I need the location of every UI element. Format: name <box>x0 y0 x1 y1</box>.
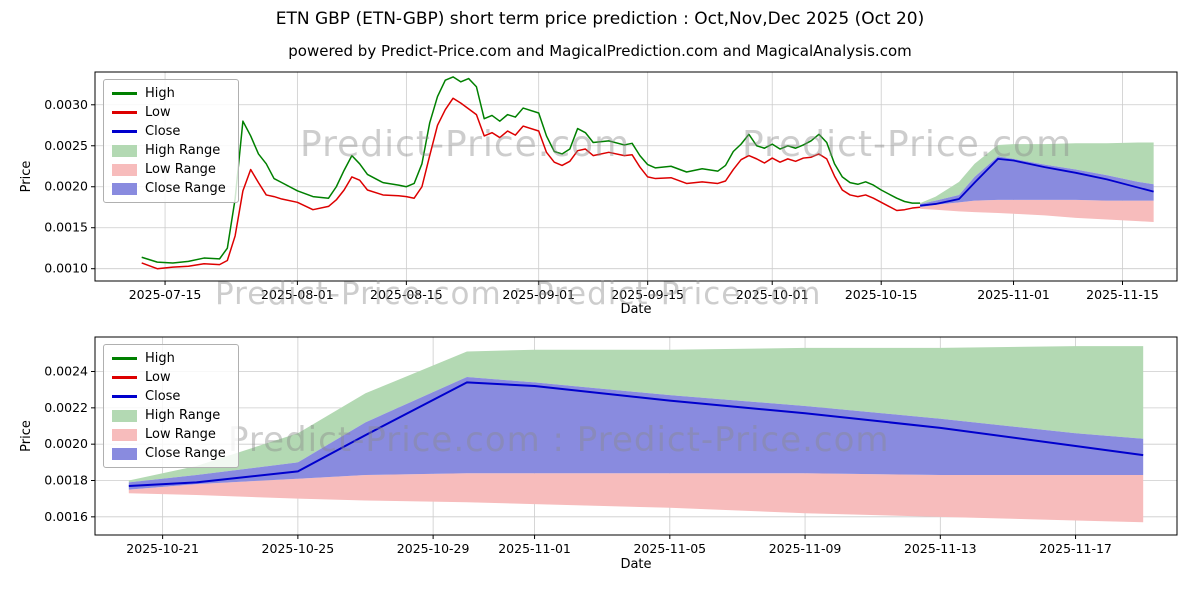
legend-item-close-range: Close Range <box>112 181 226 196</box>
legend-item-close-range: Close Range <box>112 446 226 461</box>
low-line-swatch <box>112 376 137 379</box>
legend-label-low-range: Low Range <box>145 427 216 442</box>
legend-label-close-range: Close Range <box>145 181 226 196</box>
legend-item-high-range: High Range <box>112 408 226 423</box>
legend-top-chart: High Low Close High Range Low Range Clos… <box>103 79 239 203</box>
low-range-swatch <box>112 428 137 441</box>
close-range-band <box>920 156 1154 208</box>
legend-label-high: High <box>145 86 175 101</box>
close-range-swatch <box>112 447 137 460</box>
high-line-swatch <box>112 92 137 95</box>
legend-label-high-range: High Range <box>145 143 221 158</box>
x-tick-label: 2025-09-01 <box>502 287 575 302</box>
y-tick-label: 0.0030 <box>44 97 88 112</box>
legend-label-low: Low <box>145 105 171 120</box>
high-range-swatch <box>112 144 137 157</box>
close-range-band <box>128 376 1144 490</box>
legend-item-high-range: High Range <box>112 143 226 158</box>
legend-label-close: Close <box>145 124 181 139</box>
x-tick-label: 2025-11-13 <box>904 541 977 556</box>
legend-label-close: Close <box>145 389 181 404</box>
legend-item-close: Close <box>112 124 226 139</box>
x-tick-label: 2025-11-15 <box>1086 287 1159 302</box>
x-tick-label: 2025-09-15 <box>611 287 684 302</box>
watermark-text: Predict-Price.com : Predict-Price.com <box>228 420 890 460</box>
legend-label-low: Low <box>145 370 171 385</box>
x-tick-label: 2025-08-01 <box>261 287 334 302</box>
x-tick-label: 2025-10-29 <box>397 541 470 556</box>
y-axis-label: Price <box>19 161 34 193</box>
y-tick-label: 0.0015 <box>44 220 88 235</box>
legend-item-low-range: Low Range <box>112 427 226 442</box>
y-tick-label: 0.0018 <box>44 473 88 488</box>
x-axis-label: Date <box>620 302 651 317</box>
high-line <box>141 76 921 264</box>
legend-label-high-range: High Range <box>145 408 221 423</box>
y-tick-label: 0.0016 <box>44 509 88 524</box>
high-range-band <box>920 142 1154 204</box>
x-tick-label: 2025-11-01 <box>498 541 571 556</box>
legend-label-close-range: Close Range <box>145 446 226 461</box>
y-tick-label: 0.0010 <box>44 261 88 276</box>
low-range-band <box>920 199 1154 222</box>
y-axis-label: Price <box>19 420 34 452</box>
x-tick-label: 2025-11-17 <box>1039 541 1112 556</box>
x-tick-label: 2025-10-21 <box>126 541 199 556</box>
legend-item-high: High <box>112 86 226 101</box>
legend-label-high: High <box>145 351 175 366</box>
legend-item-low: Low <box>112 105 226 120</box>
high-range-band <box>128 346 1144 483</box>
x-tick-label: 2025-11-09 <box>769 541 842 556</box>
x-axis-label: Date <box>620 557 651 572</box>
y-tick-label: 0.0024 <box>44 364 88 379</box>
x-tick-label: 2025-11-05 <box>633 541 706 556</box>
x-tick-label: 2025-07-15 <box>129 287 202 302</box>
x-tick-label: 2025-10-15 <box>845 287 918 302</box>
low-line <box>141 97 921 270</box>
close-line-swatch <box>112 130 137 133</box>
low-range-band <box>128 473 1144 523</box>
legend-item-high: High <box>112 351 226 366</box>
x-tick-label: 2025-08-15 <box>370 287 443 302</box>
legend-bottom-chart: High Low Close High Range Low Range Clos… <box>103 344 239 468</box>
legend-item-low-range: Low Range <box>112 162 226 177</box>
legend-item-low: Low <box>112 370 226 385</box>
legend-label-low-range: Low Range <box>145 162 216 177</box>
y-tick-label: 0.0020 <box>44 179 88 194</box>
x-tick-label: 2025-10-25 <box>262 541 335 556</box>
close-line-swatch <box>112 395 137 398</box>
legend-item-close: Close <box>112 389 226 404</box>
close-line <box>128 381 1144 487</box>
y-tick-label: 0.0025 <box>44 138 88 153</box>
low-range-swatch <box>112 163 137 176</box>
page-subtitle: powered by Predict-Price.com and Magical… <box>288 42 912 60</box>
y-tick-label: 0.0020 <box>44 436 88 451</box>
axes-frame <box>94 71 1178 282</box>
x-tick-label: 2025-10-01 <box>736 287 809 302</box>
watermark-text: Predict-Price.com : Predict-Price.com <box>215 276 822 312</box>
watermark-text: Predict-Price.com <box>742 124 1073 165</box>
x-tick-label: 2025-11-01 <box>977 287 1050 302</box>
close-line <box>920 157 1154 207</box>
axes-frame <box>94 336 1178 536</box>
high-range-swatch <box>112 409 137 422</box>
close-range-swatch <box>112 182 137 195</box>
high-line-swatch <box>112 357 137 360</box>
watermark-text: Predict-Price.com <box>300 124 631 165</box>
y-tick-label: 0.0022 <box>44 400 88 415</box>
page-title: ETN GBP (ETN-GBP) short term price predi… <box>275 9 925 29</box>
low-line-swatch <box>112 111 137 114</box>
